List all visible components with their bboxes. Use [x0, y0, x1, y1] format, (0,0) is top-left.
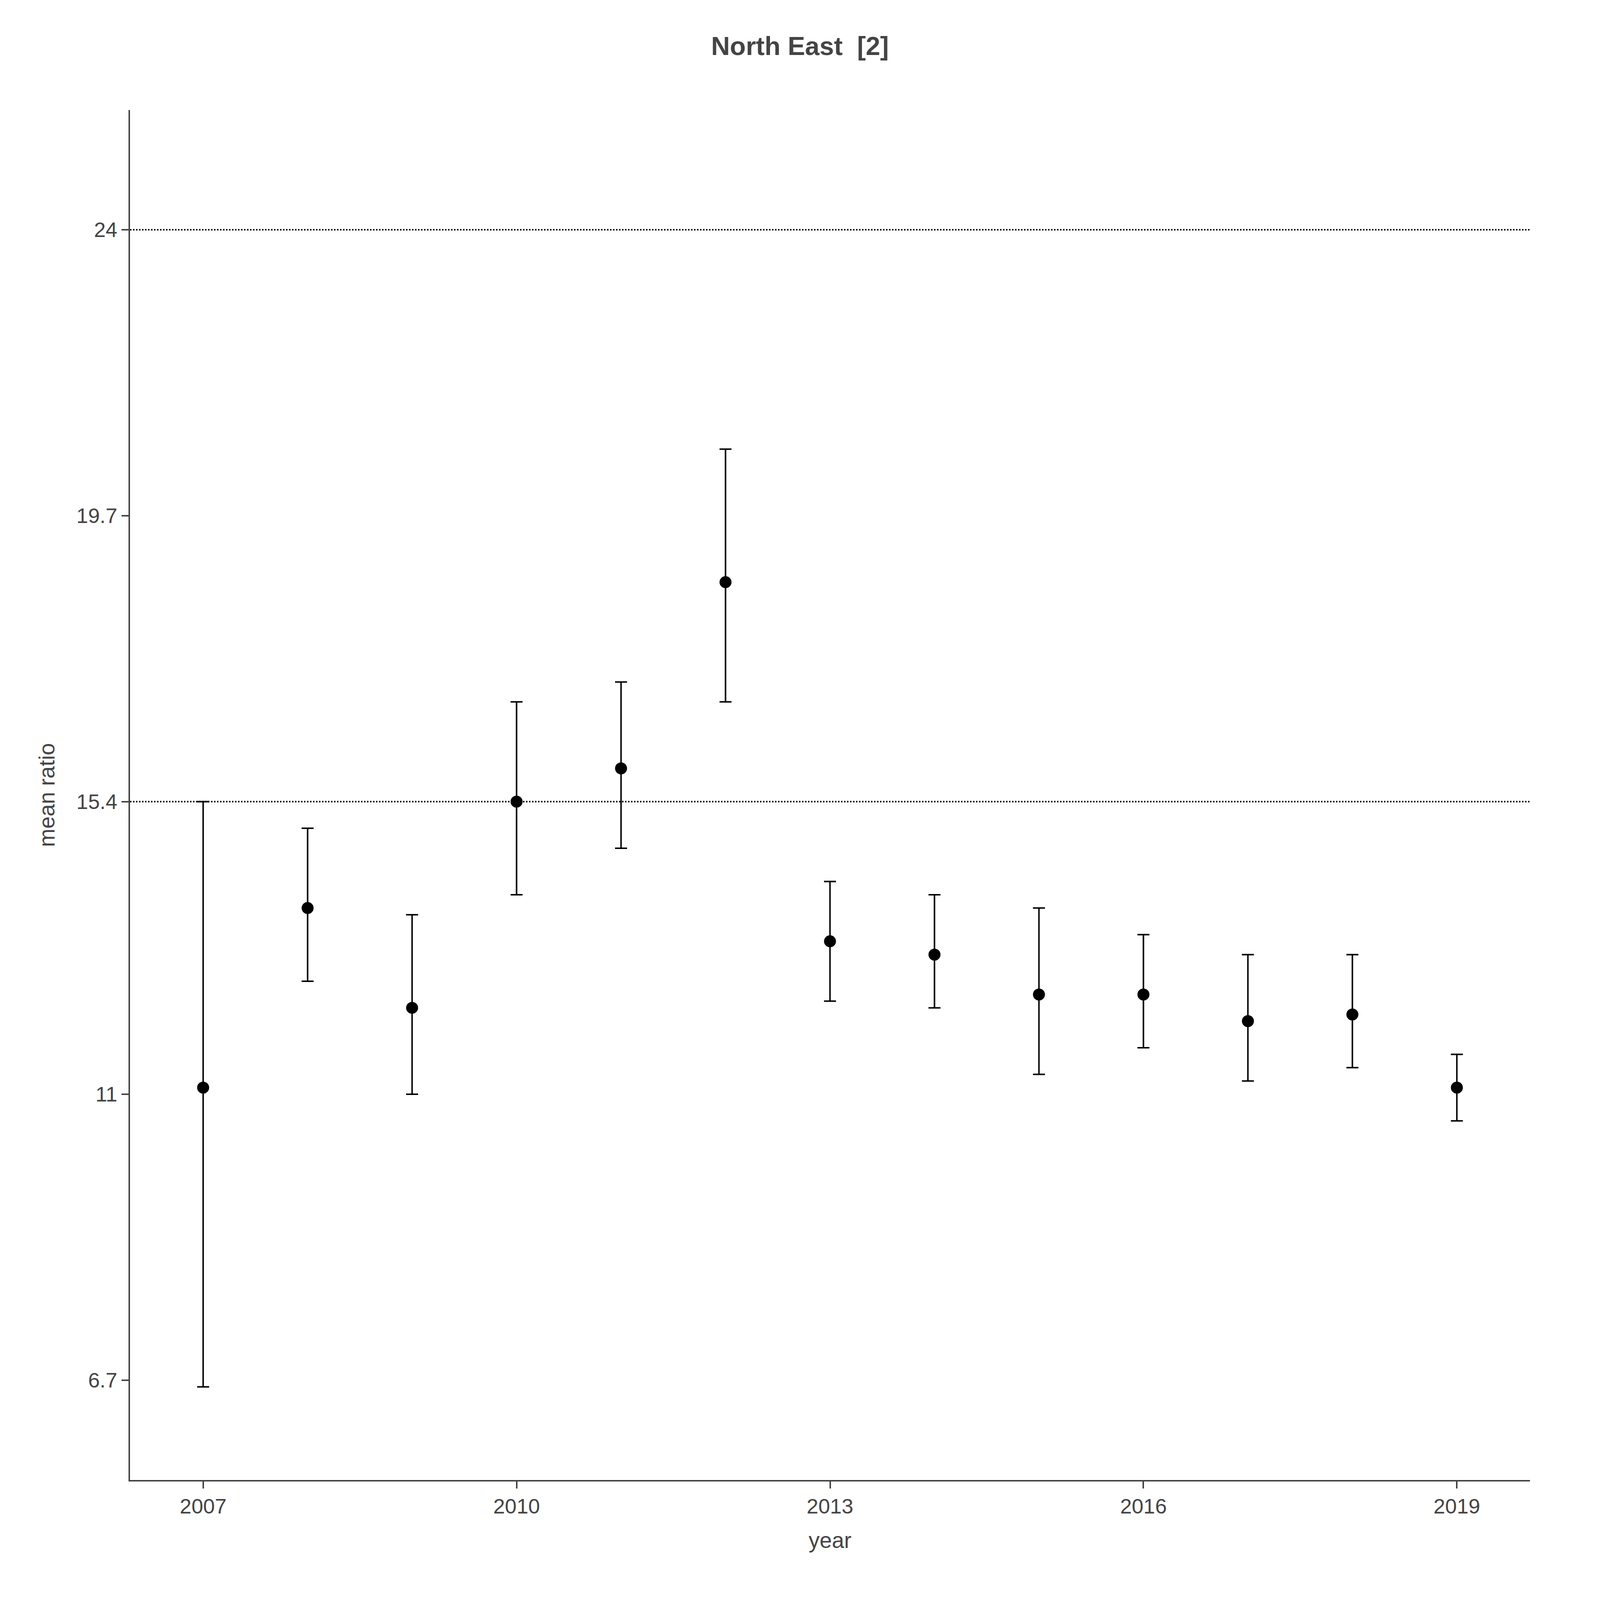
- svg-text:2010: 2010: [493, 1494, 540, 1518]
- svg-text:24: 24: [94, 218, 118, 242]
- svg-text:2016: 2016: [1120, 1494, 1167, 1518]
- svg-text:6.7: 6.7: [88, 1368, 117, 1392]
- svg-text:15.4: 15.4: [76, 790, 118, 814]
- svg-text:11: 11: [95, 1082, 118, 1106]
- svg-text:North East [2]: North East [2]: [711, 31, 889, 61]
- svg-text:19.7: 19.7: [76, 504, 118, 528]
- svg-text:2013: 2013: [806, 1494, 853, 1518]
- svg-text:year: year: [808, 1528, 852, 1553]
- svg-text:mean ratio: mean ratio: [34, 743, 59, 847]
- svg-text:2019: 2019: [1433, 1494, 1480, 1518]
- svg-text:2007: 2007: [180, 1494, 227, 1518]
